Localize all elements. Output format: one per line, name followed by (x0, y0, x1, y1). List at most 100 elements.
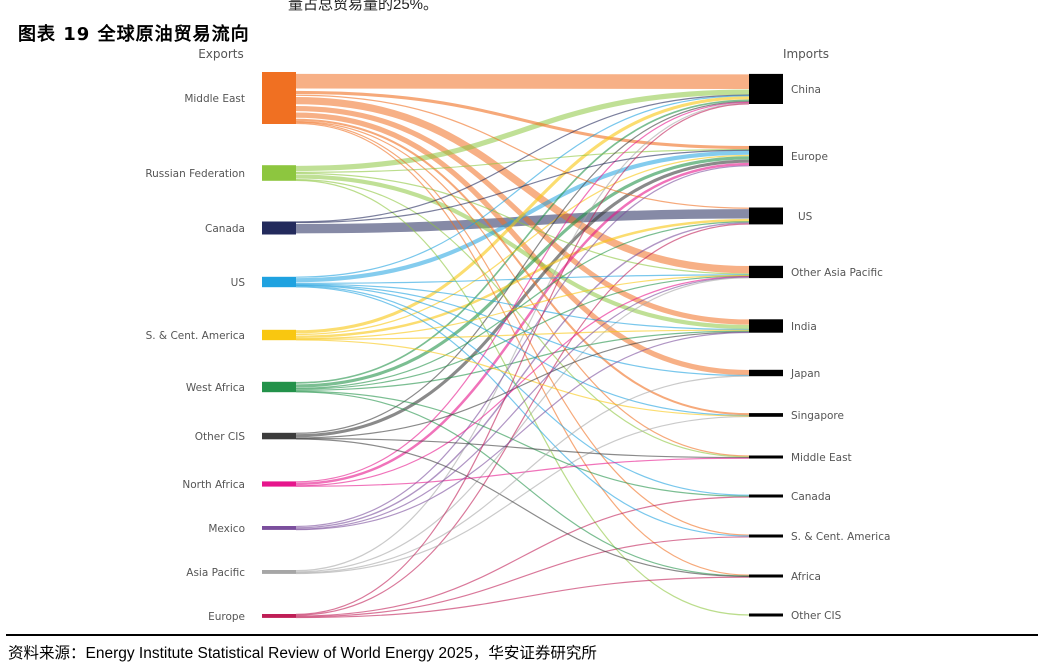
flow-west-africa-to-us (295, 221, 750, 389)
figure-title: 图表 19 全球原油贸易流向 (18, 24, 250, 45)
flow-middle-east-to-other-asia-pacific (295, 96, 750, 274)
flow-s-cent-america-to-other-asia-pacific (295, 274, 750, 340)
flow-west-africa-to-canada (295, 390, 750, 497)
flow-west-africa-to-other-asia-pacific (295, 275, 750, 390)
flow-europe-to-canada (295, 496, 750, 617)
import-label-japan: Japan (790, 368, 820, 380)
import-node-middle-east (749, 455, 783, 459)
flow-europe-to-s-cent-america (295, 536, 750, 618)
import-label-singapore: Singapore (791, 410, 844, 422)
flow-us-to-japan (295, 284, 750, 377)
flow-middle-east-to-middle-east (295, 120, 750, 457)
flow-us-to-other-asia-pacific (295, 274, 750, 284)
flow-canada-to-china (295, 94, 750, 223)
flow-north-africa-to-china (295, 101, 750, 483)
flow-europe-to-china (295, 103, 750, 615)
export-node-middle-east (262, 72, 296, 124)
import-label-s-cent-america: S. & Cent. America (791, 531, 890, 543)
import-label-europe: Europe (791, 151, 828, 163)
export-label-us: US (231, 277, 246, 289)
import-node-africa (749, 574, 783, 578)
export-label-middle-east: Middle East (184, 93, 245, 105)
import-node-us (749, 207, 783, 225)
flow-north-africa-to-other-asia-pacific (295, 276, 750, 487)
flow-middle-east-to-us (295, 94, 750, 209)
flow-asia-pacific-to-japan (295, 375, 750, 574)
crude-oil-trade-sankey: Middle East Russian Federation Canada US S. … (145, 47, 890, 623)
flow-north-africa-to-middle-east (295, 457, 750, 487)
export-node-mexico (262, 526, 296, 530)
flow-middle-east-to-europe (295, 90, 750, 150)
flow-europe-to-africa (295, 576, 750, 619)
export-label-north-africa: North Africa (182, 479, 245, 491)
labels-layer: Middle East Russian Federation Canada US S. … (145, 47, 890, 623)
import-label-china: China (791, 84, 821, 96)
export-label-asia-pacific: Asia Pacific (186, 567, 245, 579)
flow-mexico-to-other-asia-pacific (295, 276, 750, 530)
import-node-china (749, 73, 783, 104)
import-label-canada: Canada (791, 491, 831, 503)
import-node-singapore (749, 413, 783, 417)
export-label-other-cis: Other CIS (195, 431, 246, 443)
flow-middle-east-to-s-cent-america (295, 121, 750, 536)
import-node-s-cent-america (749, 534, 783, 538)
export-label-s-cent-america: S. & Cent. America (146, 330, 245, 342)
import-label-india: India (791, 321, 817, 333)
flow-other-cis-to-china (295, 101, 750, 434)
flow-asia-pacific-to-singapore (295, 415, 750, 575)
import-label-us: US (798, 211, 813, 223)
flow-russian-federation-to-europe (295, 149, 750, 173)
flow-asia-pacific-to-china (295, 102, 750, 572)
flow-other-cis-to-africa (295, 438, 750, 578)
flow-west-africa-to-china (295, 99, 750, 384)
flow-other-cis-to-india (295, 331, 750, 439)
flow-canada-to-europe (295, 149, 750, 224)
source-divider (6, 634, 1038, 636)
flow-west-africa-to-india (295, 330, 750, 391)
flow-other-cis-to-middle-east (295, 437, 750, 459)
flow-north-africa-to-europe (295, 162, 750, 486)
flow-russian-federation-to-middle-east (295, 179, 750, 458)
import-label-africa: Africa (791, 571, 821, 583)
export-node-us (262, 276, 296, 288)
nodes-layer (262, 72, 783, 618)
flow-s-cent-america-to-india (295, 329, 750, 340)
flow-s-cent-america-to-us (295, 218, 750, 339)
export-label-mexico: Mexico (208, 523, 245, 535)
export-label-russian-federation: Russian Federation (145, 168, 245, 180)
flow-us-to-s-cent-america (295, 286, 750, 537)
imports-heading: Imports (783, 47, 829, 61)
flow-us-to-canada (295, 285, 750, 496)
flow-europe-to-us (295, 223, 750, 616)
import-label-middle-east: Middle East (791, 452, 852, 464)
exports-heading: Exports (198, 47, 244, 61)
flow-s-cent-america-to-china (295, 96, 750, 334)
flow-asia-pacific-to-other-asia-pacific (295, 277, 750, 573)
flow-russian-federation-to-other-cis (295, 179, 750, 616)
flow-russian-federation-to-other-asia-pacific (295, 172, 750, 275)
import-node-other-cis (749, 613, 783, 617)
export-node-other-cis (262, 432, 296, 440)
import-label-other-asia-pacific: Other Asia Pacific (791, 267, 883, 279)
flow-mexico-to-us (295, 222, 750, 529)
export-node-canada (262, 221, 296, 235)
truncated-paragraph-line: 量占总贸易量的25%。 (288, 0, 439, 13)
export-node-west-africa (262, 381, 296, 393)
import-node-europe (749, 145, 783, 167)
flow-mexico-to-india (295, 331, 750, 531)
flow-west-africa-to-africa (295, 391, 750, 577)
export-node-s-cent-america (262, 329, 296, 341)
flow-russian-federation-to-china (295, 89, 750, 172)
flow-west-africa-to-europe (295, 156, 750, 388)
flow-russian-federation-to-india (295, 174, 750, 330)
flow-mexico-to-europe (295, 165, 750, 528)
flow-middle-east-to-africa (295, 122, 750, 576)
export-label-west-africa: West Africa (186, 382, 245, 394)
import-node-canada (749, 494, 783, 498)
export-label-canada: Canada (205, 223, 245, 235)
flow-canada-to-us (295, 209, 750, 234)
flow-s-cent-america-to-europe (295, 154, 750, 336)
source-note: 资料来源：Energy Institute Statistical Review… (8, 645, 597, 662)
export-node-europe (262, 614, 296, 618)
export-node-north-africa (262, 481, 296, 487)
